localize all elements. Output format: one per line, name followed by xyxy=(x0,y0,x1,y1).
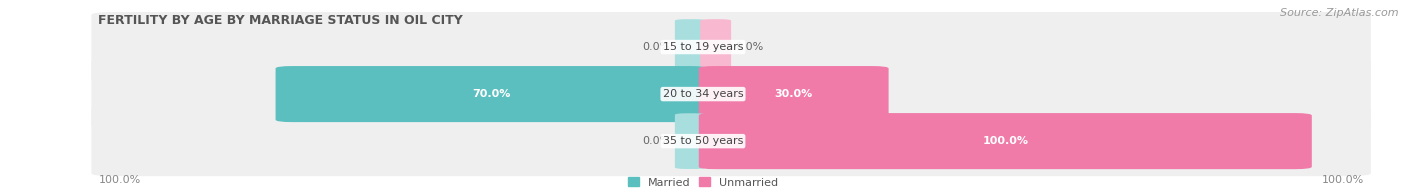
Legend: Married, Unmarried: Married, Unmarried xyxy=(627,177,779,188)
Text: 70.0%: 70.0% xyxy=(472,89,510,99)
Text: 20 to 34 years: 20 to 34 years xyxy=(662,89,744,99)
Text: 0.0%: 0.0% xyxy=(735,42,763,52)
Text: 0.0%: 0.0% xyxy=(643,136,671,146)
Text: 100.0%: 100.0% xyxy=(1322,175,1364,185)
Text: 0.0%: 0.0% xyxy=(643,42,671,52)
Text: 35 to 50 years: 35 to 50 years xyxy=(662,136,744,146)
Text: 30.0%: 30.0% xyxy=(775,89,813,99)
Text: 15 to 19 years: 15 to 19 years xyxy=(662,42,744,52)
Text: 100.0%: 100.0% xyxy=(98,175,141,185)
Text: Source: ZipAtlas.com: Source: ZipAtlas.com xyxy=(1281,8,1399,18)
Text: 100.0%: 100.0% xyxy=(983,136,1028,146)
Text: FERTILITY BY AGE BY MARRIAGE STATUS IN OIL CITY: FERTILITY BY AGE BY MARRIAGE STATUS IN O… xyxy=(98,14,463,27)
